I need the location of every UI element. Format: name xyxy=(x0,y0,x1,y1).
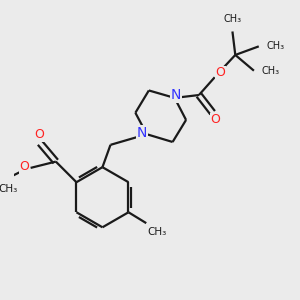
Text: O: O xyxy=(215,67,225,80)
Text: N: N xyxy=(171,88,181,102)
Text: CH₃: CH₃ xyxy=(0,184,17,194)
Text: O: O xyxy=(34,128,44,142)
Text: CH₃: CH₃ xyxy=(262,66,280,76)
Text: O: O xyxy=(211,113,220,126)
Text: CH₃: CH₃ xyxy=(148,226,167,237)
Text: O: O xyxy=(20,160,29,173)
Text: CH₃: CH₃ xyxy=(267,41,285,51)
Text: N: N xyxy=(136,126,147,140)
Text: CH₃: CH₃ xyxy=(224,14,242,24)
